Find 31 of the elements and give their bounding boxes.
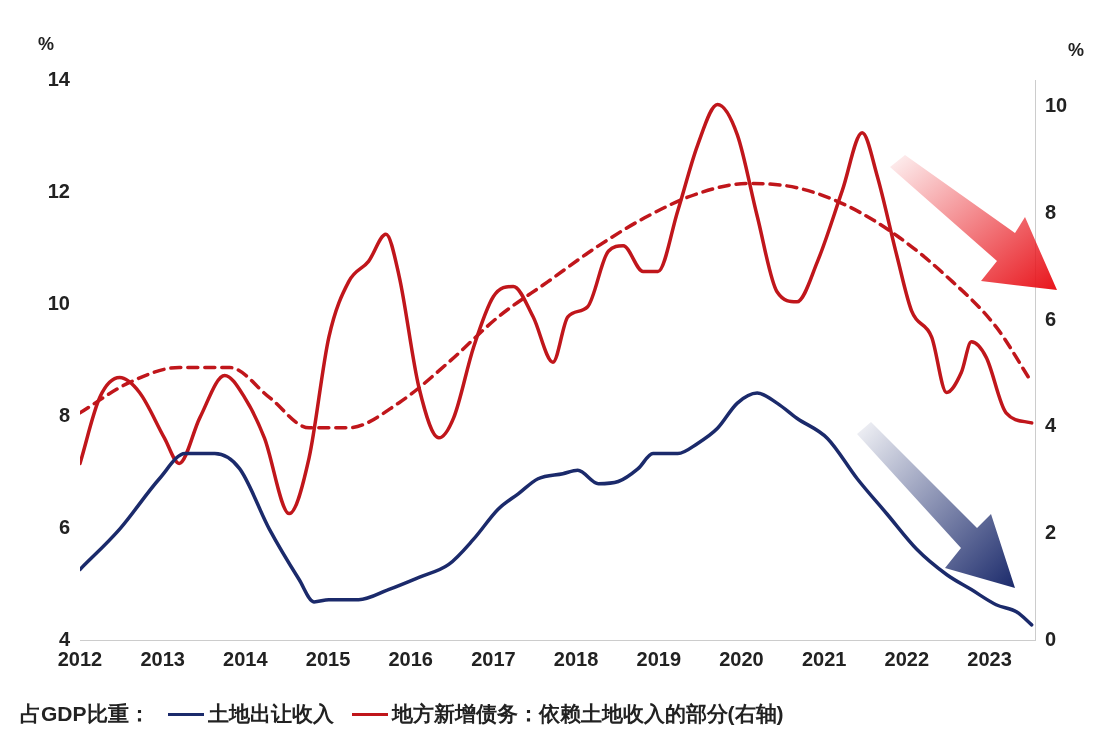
y2-tick-label: 8: [1045, 200, 1057, 223]
y-tick-label: 4: [58, 627, 71, 650]
x-tick-label: 2018: [553, 647, 599, 670]
legend-label: 地方新增债务：依赖土地收入的部分(右轴): [391, 701, 784, 727]
x-tick-label: 2016: [388, 647, 433, 670]
x-tick-label: 2013: [140, 647, 185, 670]
legend-title: 占GDP比重：: [20, 701, 150, 727]
x-tick-label: 2022: [884, 647, 930, 670]
y-tick-label: 6: [58, 515, 70, 538]
x-tick-label: 2020: [719, 647, 764, 670]
y2-tick-label: 4: [1045, 414, 1057, 437]
x-tick-label: 2023: [967, 647, 1012, 670]
legend-label: 土地出让收入: [207, 701, 334, 727]
line-series: [80, 102, 1034, 516]
x-tick-label: 2017: [471, 647, 516, 670]
y-tick-label: 12: [47, 179, 70, 202]
y2-tick-label: 10: [1045, 94, 1068, 117]
y2-axis-title: %: [1068, 40, 1085, 61]
x-tick-label: 2019: [636, 647, 682, 670]
line-series: [80, 391, 1034, 627]
x-tick-label: 2014: [223, 647, 269, 670]
x-tick-label: 2015: [305, 647, 351, 670]
y-tick-label: 8: [58, 403, 70, 426]
x-tick-label: 2021: [801, 647, 847, 670]
y2-tick-label: 2: [1045, 520, 1057, 543]
y-tick-label: 10: [47, 291, 70, 314]
x-tick-label: 2012: [57, 647, 103, 670]
y-axis-title: %: [38, 34, 55, 55]
y2-tick-label: 6: [1045, 307, 1057, 330]
y2-tick-label: 0: [1045, 627, 1057, 650]
y-tick-label: 14: [47, 67, 71, 90]
